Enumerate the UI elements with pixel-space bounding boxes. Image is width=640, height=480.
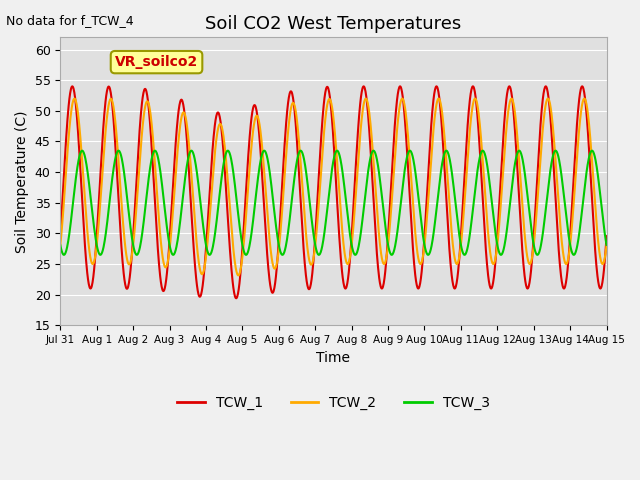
- Text: VR_soilco2: VR_soilco2: [115, 55, 198, 69]
- TCW_2: [399, 96, 406, 101]
- TCW_1: [239, 233, 247, 239]
- TCW_2: [178, 113, 186, 119]
- TCW_1: [232, 295, 240, 301]
- TCW_3: [370, 148, 378, 154]
- Title: Soil CO2 West Temperatures: Soil CO2 West Temperatures: [205, 15, 461, 33]
- Line: TCW_1: TCW_1: [60, 86, 607, 298]
- TCW_1: [433, 84, 440, 89]
- TCW_2: [164, 255, 172, 261]
- TCW_1: [164, 252, 172, 258]
- TCW_2: [239, 246, 247, 252]
- TCW_2: [56, 242, 64, 248]
- TCW_3: [178, 204, 186, 210]
- X-axis label: Time: Time: [316, 350, 351, 365]
- TCW_2: [490, 260, 498, 266]
- TCW_3: [419, 232, 427, 238]
- TCW_1: [419, 261, 426, 266]
- Line: TCW_2: TCW_2: [60, 98, 607, 276]
- TCW_3: [603, 242, 611, 248]
- TCW_3: [239, 244, 246, 250]
- TCW_1: [539, 100, 547, 106]
- TCW_2: [234, 273, 242, 278]
- TCW_3: [539, 233, 547, 239]
- Y-axis label: Soil Temperature (C): Soil Temperature (C): [15, 110, 29, 252]
- TCW_1: [56, 233, 64, 239]
- TCW_3: [388, 252, 396, 258]
- TCW_1: [603, 233, 611, 239]
- Legend: TCW_1, TCW_2, TCW_3: TCW_1, TCW_2, TCW_3: [171, 390, 495, 415]
- TCW_3: [164, 236, 172, 241]
- TCW_2: [603, 242, 611, 248]
- TCW_1: [490, 272, 498, 277]
- TCW_3: [490, 220, 498, 226]
- Text: No data for f_TCW_4: No data for f_TCW_4: [6, 14, 134, 27]
- TCW_2: [539, 131, 547, 136]
- Line: TCW_3: TCW_3: [60, 151, 607, 255]
- TCW_2: [419, 254, 427, 260]
- TCW_3: [56, 242, 64, 248]
- TCW_1: [178, 97, 186, 103]
